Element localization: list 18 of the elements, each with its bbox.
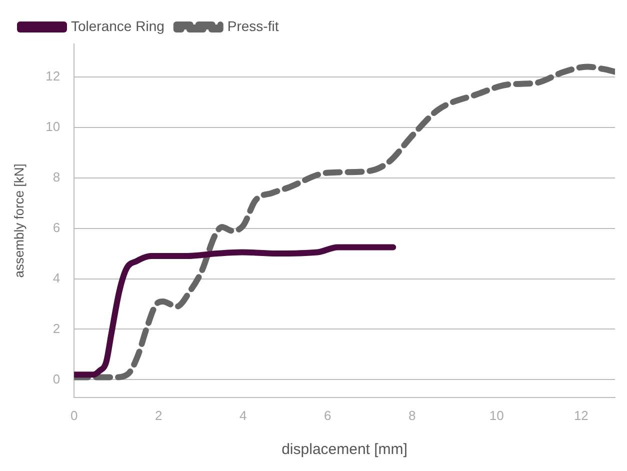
x-tick-label: 12 — [574, 408, 588, 423]
x-tick-label: 0 — [70, 408, 78, 423]
y-tick-label: 10 — [46, 118, 60, 134]
legend-label: Tolerance Ring — [71, 18, 164, 34]
x-axis-title: displacement [mm] — [282, 441, 408, 458]
y-axis-title: assembly force [kN] — [11, 164, 26, 278]
y-tick-label: 2 — [52, 320, 60, 336]
x-tick-label: 8 — [408, 408, 416, 423]
x-tick-label: 4 — [239, 408, 247, 423]
x-tick-label: 2 — [154, 408, 162, 423]
legend-label: Press-fit — [227, 18, 279, 34]
y-tick-label: 12 — [46, 68, 60, 84]
y-tick-label: 8 — [52, 169, 60, 184]
y-tick-label: 0 — [52, 371, 60, 386]
y-tick-label: 6 — [52, 220, 60, 235]
y-tick-label: 4 — [52, 270, 60, 286]
x-tick-label: 6 — [324, 408, 332, 423]
x-tick-label: 10 — [489, 408, 504, 423]
